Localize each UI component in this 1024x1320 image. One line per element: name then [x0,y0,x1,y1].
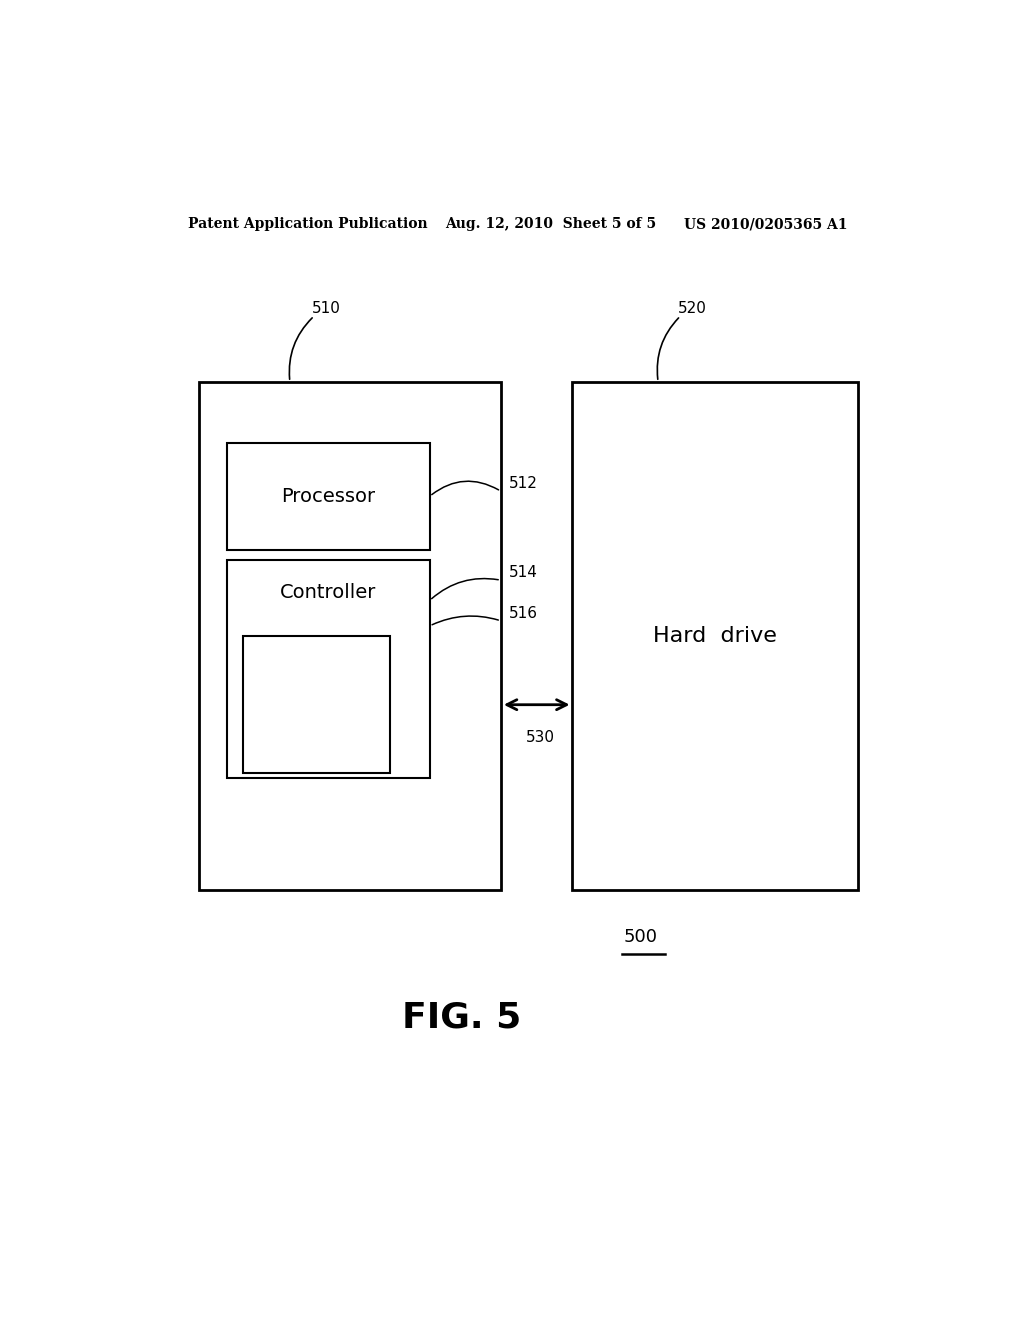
Bar [572,381,858,890]
Text: Controller: Controller [281,583,377,602]
Text: Mode control
register: Mode control register [271,688,361,722]
Text: 500: 500 [624,928,658,946]
Text: 512: 512 [509,477,538,491]
Text: US 2010/0205365 A1: US 2010/0205365 A1 [684,218,847,231]
Text: 510: 510 [311,301,341,315]
Text: Patent Application Publication: Patent Application Publication [187,218,427,231]
Bar [243,636,390,774]
Text: FIG. 5: FIG. 5 [401,1001,521,1035]
Text: 516: 516 [509,606,538,620]
Bar [200,381,501,890]
Text: 520: 520 [678,301,707,315]
Text: Aug. 12, 2010  Sheet 5 of 5: Aug. 12, 2010 Sheet 5 of 5 [445,218,656,231]
Text: 530: 530 [526,730,555,744]
Bar [227,444,430,549]
Text: 514: 514 [509,565,538,581]
Bar [227,560,430,779]
Text: Hard  drive: Hard drive [653,626,777,645]
Text: Processor: Processor [282,487,376,506]
